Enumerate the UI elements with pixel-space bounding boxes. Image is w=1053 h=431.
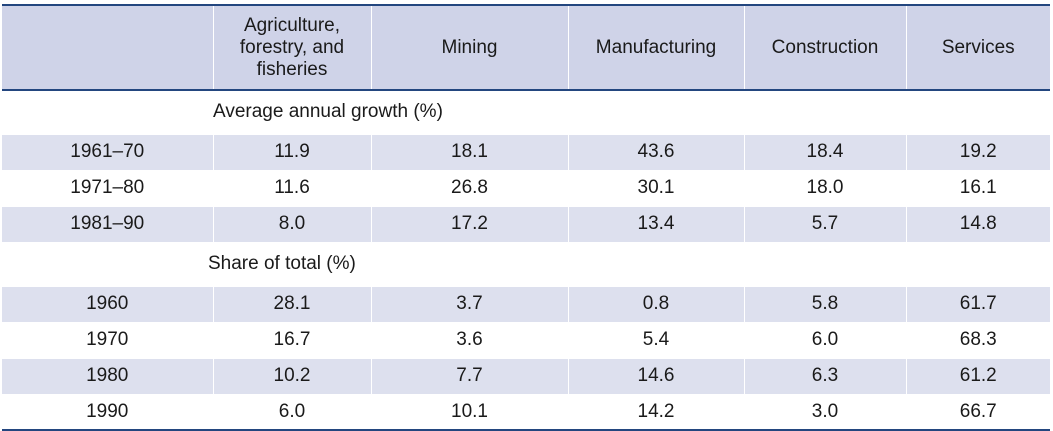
section-spacer: [2, 90, 213, 134]
header-mining: Mining: [370, 4, 568, 91]
header-services: Services: [905, 4, 1050, 91]
header-construction: Construction: [743, 4, 906, 91]
table-row: 1990 6.0 10.1 14.2 3.0 66.7: [2, 393, 1050, 431]
table-row: 1970 16.7 3.6 5.4 6.0 68.3: [2, 321, 1050, 358]
table-cell: 17.2: [370, 205, 568, 242]
table-row: 1981–90 8.0 17.2 13.4 5.7 14.8: [2, 205, 1050, 242]
table-cell: 68.3: [905, 321, 1050, 358]
table-cell: 66.7: [905, 393, 1050, 431]
header-row: Agriculture, forestry, and fisheries Min…: [2, 4, 1050, 91]
section-row-share: Share of total (%): [2, 242, 1050, 286]
table-cell: 61.2: [905, 357, 1050, 394]
header-agriculture: Agriculture, forestry, and fisheries: [212, 4, 371, 91]
table-cell: 18.1: [370, 133, 568, 170]
header-cell-empty: [2, 4, 213, 91]
table-row: 1980 10.2 7.7 14.6 6.3 61.2: [2, 357, 1050, 394]
table-cell: 18.4: [743, 133, 906, 170]
table-cell: 5.7: [743, 205, 906, 242]
table-cell: 14.6: [567, 357, 744, 394]
row-label: 1970: [2, 321, 213, 358]
section-title-share: Share of total (%): [208, 252, 356, 274]
table-cell: 19.2: [905, 133, 1050, 170]
table-cell: 3.0: [743, 393, 906, 431]
section-cell: Average annual growth (%): [213, 90, 1050, 134]
section-spacer: [2, 242, 213, 286]
row-label: 1980: [2, 357, 213, 394]
table-cell: 43.6: [567, 133, 744, 170]
row-label: 1990: [2, 393, 213, 431]
table-cell: 5.8: [743, 285, 906, 322]
table-cell: 61.7: [905, 285, 1050, 322]
section-cell: Share of total (%): [208, 242, 1050, 286]
table-cell: 13.4: [567, 205, 744, 242]
table-row: 1960 28.1 3.7 0.8 5.8 61.7: [2, 285, 1050, 322]
row-label: 1981–90: [2, 205, 213, 242]
table-cell: 11.9: [212, 133, 371, 170]
table-cell: 3.6: [370, 321, 568, 358]
section-row-growth: Average annual growth (%): [2, 90, 1050, 134]
table-row: 1961–70 11.9 18.1 43.6 18.4 19.2: [2, 133, 1050, 170]
table-cell: 18.0: [743, 169, 906, 206]
table-row: 1971–80 11.6 26.8 30.1 18.0 16.1: [2, 169, 1050, 206]
table-cell: 0.8: [567, 285, 744, 322]
table-cell: 7.7: [370, 357, 568, 394]
row-label: 1971–80: [2, 169, 213, 206]
table-cell: 8.0: [212, 205, 371, 242]
table-cell: 14.8: [905, 205, 1050, 242]
row-label: 1961–70: [2, 133, 213, 170]
table-cell: 16.7: [212, 321, 371, 358]
table-cell: 14.2: [567, 393, 744, 431]
table-cell: 26.8: [370, 169, 568, 206]
sector-table: Agriculture, forestry, and fisheries Min…: [2, 4, 1050, 431]
header-manufacturing: Manufacturing: [567, 4, 744, 91]
table-cell: 5.4: [567, 321, 744, 358]
table-cell: 6.0: [743, 321, 906, 358]
table-cell: 10.1: [370, 393, 568, 431]
table-cell: 16.1: [905, 169, 1050, 206]
table-cell: 10.2: [212, 357, 371, 394]
table-cell: 6.0: [212, 393, 371, 431]
table-cell: 30.1: [567, 169, 744, 206]
section-title-growth: Average annual growth (%): [213, 101, 443, 123]
table-cell: 28.1: [212, 285, 371, 322]
table-cell: 11.6: [212, 169, 371, 206]
row-label: 1960: [2, 285, 213, 322]
table-cell: 3.7: [370, 285, 568, 322]
table-cell: 6.3: [743, 357, 906, 394]
